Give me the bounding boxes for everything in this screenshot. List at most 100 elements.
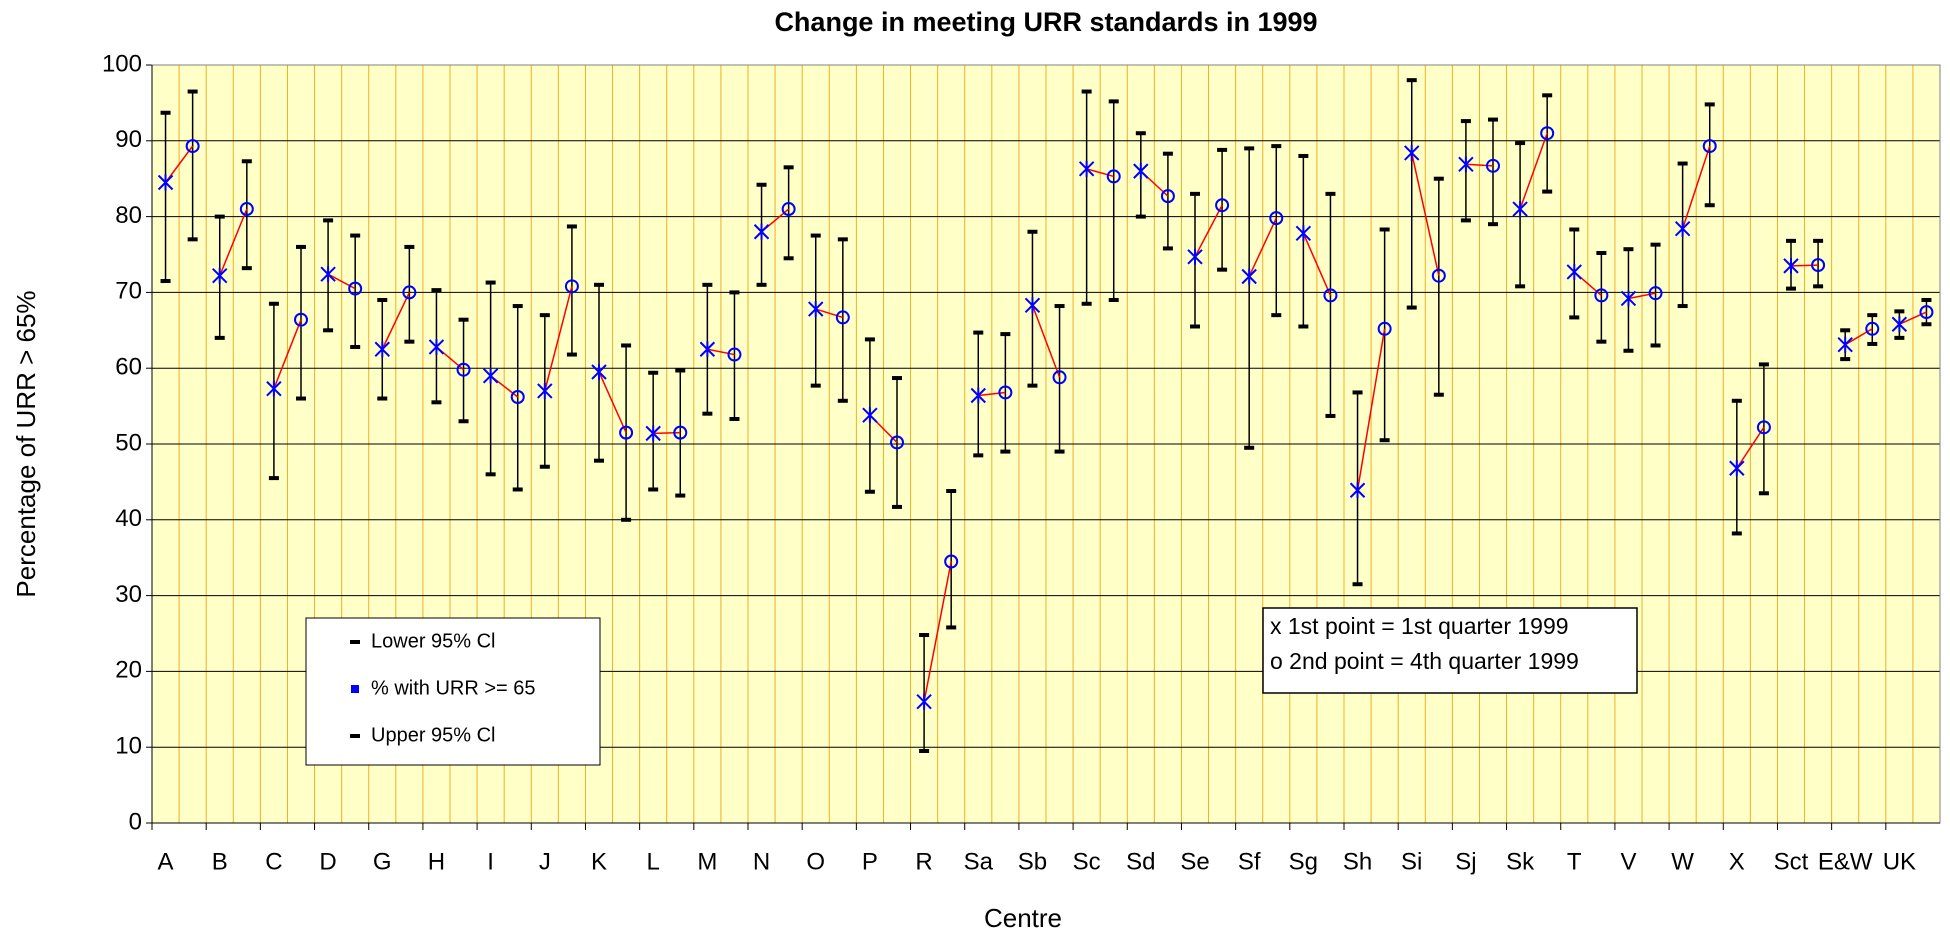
y-tick-label: 80 [115, 202, 142, 229]
x-marker [808, 301, 824, 318]
x-tick-label: UK [1883, 848, 1916, 875]
y-tick-label: 50 [115, 429, 142, 456]
x-tick-label: Sh [1343, 848, 1372, 875]
x-marker [916, 693, 932, 710]
legend-label: % with URR >= 65 [371, 677, 536, 699]
pair-line [1681, 145, 1711, 229]
pair-line [1302, 232, 1332, 296]
y-tick-label: 100 [102, 50, 142, 77]
x-tick-label: J [539, 848, 551, 875]
x-marker [212, 267, 228, 284]
pair-line [164, 145, 194, 183]
pair-line [273, 319, 302, 389]
o-marker [348, 281, 363, 296]
o-marker [1865, 321, 1880, 336]
pair-line [1248, 217, 1277, 277]
x-tick-label: Sb [1018, 848, 1047, 875]
annotation: x 1st point = 1st quarter 1999 [1270, 613, 1569, 639]
y-tick-label: 20 [115, 657, 142, 684]
o-marker [456, 362, 471, 377]
x-marker [591, 363, 607, 380]
o-marker [402, 285, 417, 300]
x-tick-label: C [265, 848, 282, 875]
x-marker [1187, 248, 1203, 265]
x-tick-label: Sg [1289, 848, 1318, 875]
x-marker [1078, 160, 1095, 177]
x-marker [1241, 268, 1257, 285]
pair-line [1790, 264, 1819, 267]
o-marker [510, 390, 525, 405]
pair-line [1519, 132, 1548, 210]
o-marker [1486, 158, 1500, 173]
o-marker [619, 425, 634, 440]
pair-line [978, 391, 1006, 397]
x-marker [970, 387, 986, 404]
x-tick-label: O [806, 848, 825, 875]
pair-line [598, 371, 627, 433]
x-tick-label: H [428, 848, 445, 875]
x-marker [1133, 163, 1149, 180]
x-marker [862, 407, 878, 424]
x-marker [1674, 220, 1691, 237]
legend-label: Lower 95% Cl [371, 630, 496, 652]
legend-symbol [351, 685, 359, 693]
y-tick-label: 70 [115, 278, 142, 305]
x-tick-label: Sct [1774, 848, 1809, 875]
x-tick-label: B [212, 848, 228, 875]
x-tick-label: N [753, 848, 770, 875]
x-marker [645, 425, 661, 442]
x-tick-label: Sf [1238, 848, 1261, 875]
legend-label: Upper 95% Cl [371, 724, 496, 746]
x-tick-label: Sa [964, 848, 994, 875]
x-marker [1891, 316, 1908, 333]
o-marker [1648, 286, 1663, 301]
o-marker [1052, 370, 1067, 385]
x-marker [1024, 297, 1041, 314]
x-tick-label: W [1671, 848, 1694, 875]
x-marker [320, 266, 336, 283]
pair-line [1410, 152, 1440, 276]
y-tick-label: 30 [115, 581, 142, 608]
pair-line [707, 348, 735, 356]
o-marker [673, 425, 688, 440]
pair-line [1194, 204, 1223, 258]
x-tick-label: Si [1401, 848, 1422, 875]
o-marker [890, 435, 904, 450]
o-marker [294, 312, 308, 327]
pair-line [381, 292, 411, 350]
x-tick-label: Sd [1126, 848, 1155, 875]
y-tick-label: 40 [115, 505, 142, 532]
x-marker [157, 174, 174, 191]
x-tick-label: Sj [1455, 848, 1476, 875]
x-marker [699, 341, 716, 358]
x-tick-label: L [647, 848, 660, 875]
pair-line [653, 431, 681, 435]
pair-line [923, 561, 952, 702]
x-tick-label: G [373, 848, 392, 875]
o-marker [1811, 258, 1826, 273]
o-marker [1919, 305, 1934, 320]
x-tick-label: T [1567, 848, 1582, 875]
o-marker [1756, 420, 1771, 435]
chart-title: Change in meeting URR standards in 1999 [774, 7, 1317, 37]
x-axis-label: Centre [984, 903, 1062, 933]
x-tick-label: Se [1180, 848, 1209, 875]
x-marker [1512, 201, 1528, 218]
x-tick-label: M [697, 848, 717, 875]
x-marker [1458, 156, 1474, 173]
o-marker [1540, 126, 1555, 141]
o-marker [1702, 139, 1717, 154]
x-tick-label: D [319, 848, 336, 875]
o-marker [727, 347, 742, 362]
y-tick-label: 10 [115, 733, 142, 760]
y-axis-label: Percentage of URR > 65% [11, 290, 41, 597]
o-marker [1323, 288, 1338, 303]
pair-line [219, 208, 248, 277]
x-tick-label: A [158, 848, 174, 875]
x-marker [753, 223, 770, 240]
o-marker [781, 202, 796, 217]
x-tick-label: Sk [1506, 848, 1535, 875]
x-marker [1566, 263, 1582, 280]
